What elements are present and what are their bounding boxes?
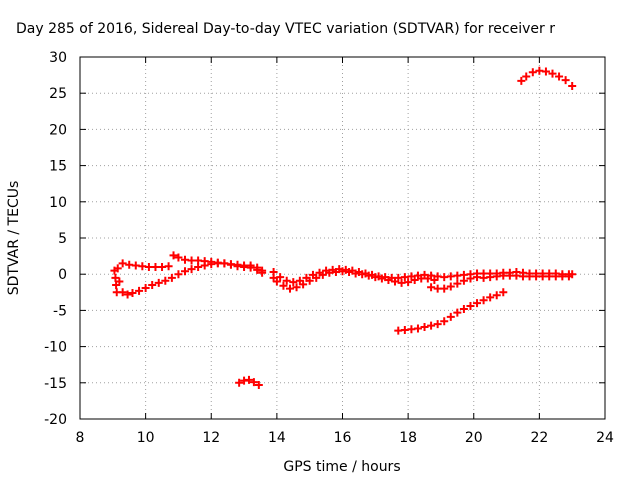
y-tick-label: 30 [49,50,67,66]
data-point [561,76,570,85]
data-point [141,283,150,292]
data-point [453,308,462,317]
data-point [517,76,526,85]
data-point [258,266,267,275]
data-point [404,278,413,287]
data-point [564,272,573,281]
data-point [453,279,462,288]
data-point [286,284,294,293]
data-point [161,276,170,285]
y-tick-label: -10 [44,340,67,356]
x-tick-label: 10 [137,430,155,446]
data-point [118,259,127,268]
data-point [315,268,324,277]
data-point [427,283,436,292]
y-tick-label: 5 [58,231,67,247]
data-point [118,288,127,297]
data-point [361,269,370,278]
data-point [154,278,163,287]
x-tick-label: 22 [530,430,548,446]
data-point [446,312,455,321]
data-point [528,68,537,77]
data-point [568,81,577,90]
grid-lines [80,57,605,419]
data-point [269,268,278,277]
data-point [427,321,436,330]
data-point [289,278,298,287]
data-point [459,304,468,313]
data-point [148,281,157,290]
data-point [295,276,304,285]
chart-title: Day 285 of 2016, Sidereal Day-to-day VTE… [16,21,555,37]
y-tick-label: 20 [49,122,67,138]
data-point [486,293,495,302]
data-point [433,320,442,329]
data-point [174,270,183,279]
data-point [113,264,122,273]
data-point [174,253,183,262]
data-point [522,72,531,81]
data-point [420,323,429,332]
data-point [446,282,455,291]
data-point [541,67,550,76]
data-point [308,270,317,279]
data-point [235,378,244,387]
x-axis-label: GPS time / hours [283,459,400,475]
data-point [479,296,488,305]
data-point [348,266,357,275]
x-tick-label: 12 [202,430,220,446]
y-tick-label: 0 [58,267,67,283]
data-point [181,267,189,276]
data-point [128,289,137,298]
data-point [368,270,377,279]
data-point [123,290,132,299]
data-point [413,324,422,333]
data-point [466,302,475,311]
data-point [302,273,311,282]
data-point [246,261,255,270]
data-point [254,380,263,389]
y-axis-label: SDTVAR / TECUs [6,181,22,296]
data-point [115,277,124,286]
y-tick-label: 10 [49,195,67,211]
data-point [548,69,557,78]
data-point [249,378,258,387]
y-tick-label: 25 [49,86,67,102]
y-tick-label: -5 [53,303,67,319]
data-point [499,288,508,297]
data-point [169,251,178,260]
y-tick-label: -20 [44,412,67,428]
data-point [492,291,501,300]
data-point [187,265,196,274]
x-tick-label: 16 [334,430,352,446]
data-point [244,375,253,384]
data-point [135,286,144,295]
data-point [272,277,281,286]
data-point [292,283,301,292]
data-point [282,276,291,285]
x-tick-label: 8 [76,430,85,446]
data-point [354,268,363,277]
data-point [164,262,173,271]
y-tick-label: 15 [49,159,67,175]
x-tick-label: 14 [268,430,286,446]
x-tick-label: 20 [465,430,483,446]
data-series [110,66,577,389]
x-tick-label: 24 [596,430,614,446]
data-point [555,72,564,81]
data-point [473,299,482,308]
data-point [167,273,176,282]
data-point [440,284,449,293]
plot-frame [79,56,606,420]
data-point [440,317,449,326]
axis-ticks: 8 10 12 14 16 18 20 22 24 30 25 20 15 10 5 0 -5 -10 -15 -20 [44,50,614,446]
y-tick-label: -15 [44,376,67,392]
data-point [253,263,262,272]
x-tick-label: 18 [399,430,417,446]
data-point [276,273,285,282]
data-point [279,281,288,290]
